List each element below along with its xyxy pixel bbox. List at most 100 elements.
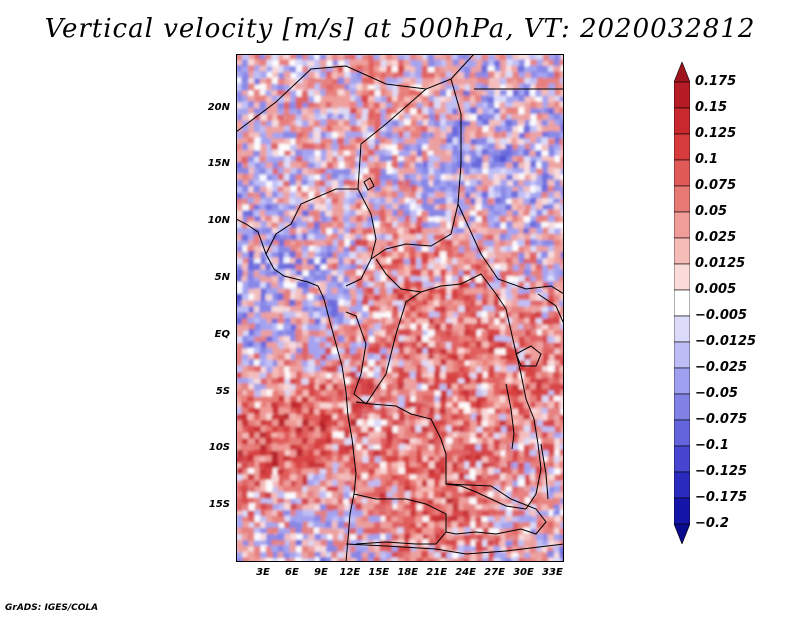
- field-cell: [289, 444, 297, 452]
- field-cell: [505, 162, 513, 170]
- field-cell: [403, 150, 411, 158]
- field-cell: [367, 185, 375, 193]
- field-cell: [380, 120, 388, 128]
- velocity-field: [236, 54, 564, 562]
- field-cell: [337, 492, 345, 500]
- field-cell: [278, 239, 286, 247]
- field-cell: [236, 485, 244, 493]
- field-cell: [500, 485, 508, 493]
- field-cell: [512, 384, 520, 392]
- field-cell: [548, 390, 556, 398]
- field-cell: [374, 335, 382, 343]
- field-cell: [319, 323, 327, 331]
- field-cell: [242, 312, 250, 320]
- field-cell: [434, 174, 442, 182]
- field-cell: [547, 426, 555, 434]
- field-cell: [331, 521, 339, 529]
- field-cell: [410, 365, 418, 373]
- field-cell: [236, 306, 244, 314]
- field-cell: [248, 378, 256, 386]
- field-cell: [290, 462, 298, 470]
- field-cell: [445, 414, 453, 422]
- field-cell: [326, 528, 334, 536]
- field-cell: [272, 203, 280, 211]
- field-cell: [344, 516, 352, 524]
- field-cell: [457, 516, 465, 524]
- field-cell: [379, 540, 387, 548]
- field-cell: [319, 402, 327, 410]
- field-cell: [260, 83, 268, 91]
- field-cell: [326, 317, 334, 325]
- field-cell: [236, 198, 243, 206]
- field-cell: [554, 444, 562, 452]
- lat-label: 15N: [207, 158, 230, 170]
- field-cell: [488, 54, 496, 62]
- field-cell: [338, 305, 346, 313]
- field-cell: [529, 221, 537, 229]
- field-cell: [236, 402, 244, 410]
- field-cell: [422, 491, 430, 499]
- field-cell: [296, 71, 304, 79]
- field-cell: [499, 323, 507, 331]
- field-cell: [475, 89, 483, 97]
- field-cell: [428, 114, 436, 122]
- field-cell: [236, 155, 244, 163]
- field-cell: [260, 120, 268, 128]
- field-cell: [427, 126, 435, 134]
- field-cell: [560, 227, 564, 235]
- field-cell: [535, 492, 543, 500]
- field-cell: [469, 557, 477, 562]
- field-cell: [506, 317, 514, 325]
- field-cell: [373, 372, 381, 380]
- field-cell: [482, 174, 490, 182]
- field-cell: [368, 167, 376, 175]
- field-cell: [517, 455, 525, 463]
- field-cell: [428, 336, 436, 344]
- field-cell: [356, 83, 364, 91]
- field-cell: [422, 312, 430, 320]
- field-cell: [481, 420, 489, 428]
- field-cell: [457, 210, 465, 218]
- field-cell: [559, 150, 564, 158]
- field-cell: [439, 192, 447, 200]
- field-cell: [548, 516, 556, 524]
- field-cell: [481, 383, 489, 391]
- field-cell: [289, 282, 297, 290]
- field-cell: [391, 395, 399, 403]
- field-cell: [512, 89, 520, 97]
- field-cell: [236, 90, 244, 98]
- field-cell: [506, 504, 514, 512]
- field-cell: [302, 120, 310, 128]
- field-cell: [289, 378, 297, 386]
- field-cell: [290, 348, 298, 356]
- field-cell: [391, 66, 399, 74]
- field-cell: [296, 54, 304, 61]
- field-cell: [524, 102, 532, 110]
- field-cell: [445, 306, 453, 314]
- field-cell: [242, 240, 250, 248]
- field-cell: [355, 353, 363, 361]
- field-cell: [488, 179, 496, 187]
- field-cell: [302, 504, 310, 512]
- field-cell: [433, 179, 441, 187]
- field-cell: [338, 533, 346, 541]
- field-cell: [482, 491, 490, 499]
- field-cell: [350, 281, 358, 289]
- field-cell: [535, 281, 543, 289]
- field-cell: [260, 71, 268, 79]
- field-cell: [530, 192, 538, 200]
- field-cell: [517, 306, 525, 314]
- field-cell: [344, 545, 352, 553]
- field-cell: [332, 455, 340, 463]
- field-cell: [295, 138, 303, 146]
- field-cell: [499, 60, 507, 68]
- field-cell: [415, 60, 423, 68]
- field-cell: [260, 341, 268, 349]
- field-cell: [319, 222, 327, 230]
- field-cell: [535, 558, 543, 562]
- field-cell: [487, 504, 495, 512]
- field-cell: [290, 384, 298, 392]
- field-cell: [307, 299, 315, 307]
- field-cell: [314, 162, 322, 170]
- field-cell: [433, 444, 441, 452]
